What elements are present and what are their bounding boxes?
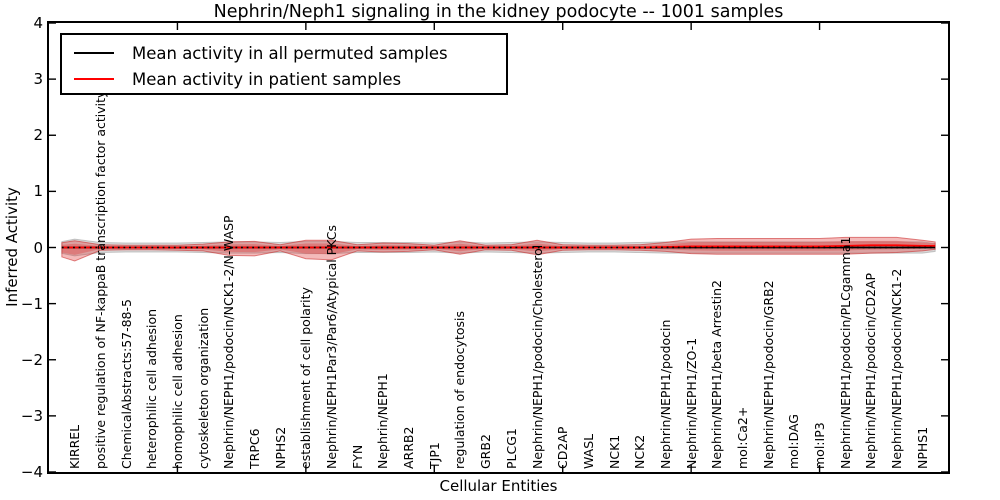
legend-item-patient: Mean activity in patient samples [74,66,506,92]
y-tick-label: 4 [33,14,43,32]
y-tick-label: 3 [33,70,43,89]
y-tick-label: −2 [20,350,43,369]
patient-line-swatch [74,78,114,80]
y-tick-label: −3 [20,406,43,425]
x-axis-label: Cellular Entities [439,477,558,495]
legend-item-permuted: Mean activity in all permuted samples [74,40,506,66]
y-tick-label: 2 [33,126,43,145]
plot-area [47,21,950,474]
legend-label-permuted: Mean activity in all permuted samples [132,43,448,63]
plot-canvas [49,23,948,472]
y-axis-label: Inferred Activity [3,187,21,307]
y-tick-label: −4 [20,463,43,481]
legend-box: Mean activity in all permuted samples Me… [60,33,508,95]
permuted-line-swatch [74,52,114,54]
chart-title: Nephrin/Neph1 signaling in the kidney po… [213,2,784,22]
legend-label-patient: Mean activity in patient samples [132,69,402,89]
